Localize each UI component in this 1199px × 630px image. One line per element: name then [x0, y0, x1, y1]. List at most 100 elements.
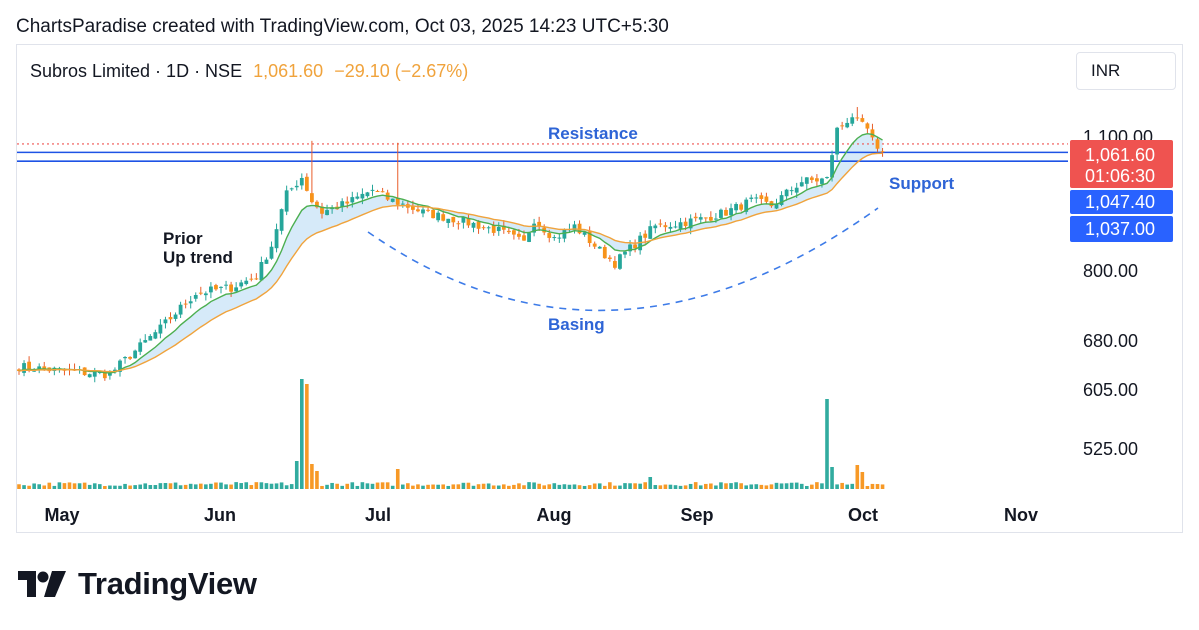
volume-bar	[153, 485, 158, 489]
candle-body	[804, 177, 809, 184]
volume-bar	[22, 485, 26, 489]
symbol-legend[interactable]: Subros Limited · 1D · NSE 1,061.60 −29.1…	[30, 61, 468, 82]
candle-body	[719, 209, 723, 218]
x-tick-label: Jul	[365, 505, 391, 525]
candle-body	[537, 221, 542, 227]
volume-bar	[486, 483, 491, 489]
volume-bar	[27, 485, 31, 489]
candle-body	[87, 374, 92, 378]
candle-body	[587, 231, 592, 244]
volume-bar	[370, 483, 375, 489]
y-tick-label: 525.00	[1083, 439, 1138, 459]
candle-body	[486, 227, 491, 229]
candle-body	[203, 293, 208, 296]
candle-body	[774, 203, 779, 209]
candle-body	[214, 285, 218, 290]
candle-body	[249, 278, 254, 280]
currency-selector[interactable]: INR	[1076, 52, 1176, 90]
volume-bar	[749, 484, 754, 489]
candle-body	[27, 361, 31, 370]
volume-bar	[17, 484, 21, 489]
prior-uptrend-label-line2: Up trend	[163, 248, 233, 267]
candle-body	[153, 332, 158, 339]
volume-bar	[249, 485, 254, 489]
volume-bar	[880, 484, 885, 489]
candle-body	[284, 190, 289, 212]
volume-bar	[431, 484, 435, 489]
candle-body	[310, 193, 314, 203]
candle-body	[512, 230, 516, 235]
volume-bar	[284, 485, 289, 489]
volume-bar	[845, 484, 849, 489]
ema-slow-tag-value: 1,037.00	[1085, 219, 1155, 239]
volume-bar	[67, 482, 72, 489]
volume-bar	[446, 485, 451, 489]
volume-bar	[582, 485, 587, 489]
volume-bar	[310, 464, 314, 489]
volume-bar	[269, 483, 274, 489]
candle-body	[673, 226, 678, 228]
volume-bar	[148, 485, 153, 489]
candle-body	[506, 230, 511, 233]
candle-body	[224, 284, 228, 286]
volume-bar	[158, 483, 163, 489]
volume-bar	[840, 482, 844, 489]
volume-bar	[653, 485, 658, 489]
candle-body	[395, 198, 400, 205]
volume-bar	[193, 484, 198, 489]
candle-body	[133, 350, 138, 359]
candle-body	[759, 195, 764, 199]
volume-bar	[183, 484, 188, 489]
volume-bar	[719, 482, 723, 489]
candle-body	[244, 280, 249, 285]
volume-bar	[754, 484, 759, 489]
candle-body	[618, 254, 622, 269]
volume-bar	[406, 483, 410, 489]
candle-body	[446, 218, 451, 223]
volume-bar	[108, 485, 112, 489]
candle-body	[466, 218, 471, 226]
volume-bar	[365, 483, 370, 489]
candle-body	[254, 278, 259, 280]
candle-body	[708, 216, 713, 221]
volume-bar	[52, 485, 57, 489]
volume-bar	[648, 477, 653, 489]
candle-body	[522, 235, 526, 241]
candle-body	[572, 224, 577, 231]
candle-body	[845, 122, 850, 128]
candle-body	[108, 372, 112, 376]
support-label: Support	[889, 174, 954, 193]
candle-body	[360, 193, 365, 199]
candle-body	[734, 204, 738, 211]
candle-body	[865, 123, 870, 129]
volume-bar	[204, 484, 208, 489]
candle-body	[678, 222, 683, 229]
volume-bar	[178, 485, 183, 489]
volume-bar	[532, 482, 536, 489]
candle-body	[648, 226, 653, 239]
tradingview-brand[interactable]: TradingView	[18, 566, 257, 602]
volume-bar	[683, 485, 688, 489]
volume-bar	[199, 483, 203, 489]
candle-body	[552, 237, 557, 239]
candle-body	[365, 192, 370, 197]
volume-bar	[835, 484, 839, 489]
volume-bar	[724, 483, 728, 489]
volume-bar	[42, 485, 47, 489]
candle-body	[592, 243, 597, 247]
volume-bar	[597, 483, 602, 489]
time-axis: May Jun Jul Aug Sep Oct Nov	[44, 505, 1038, 525]
candlesticks	[17, 107, 885, 383]
volume-bar	[517, 483, 521, 489]
volume-bar	[623, 483, 627, 489]
volume-bar	[395, 469, 400, 489]
volume-bar	[214, 482, 218, 489]
volume-bar	[466, 482, 471, 489]
candle-body	[729, 208, 733, 216]
candle-body	[476, 221, 481, 229]
volume-bar	[592, 483, 597, 489]
candle-body	[799, 182, 804, 187]
candle-body	[749, 197, 754, 199]
candle-body	[42, 366, 47, 369]
